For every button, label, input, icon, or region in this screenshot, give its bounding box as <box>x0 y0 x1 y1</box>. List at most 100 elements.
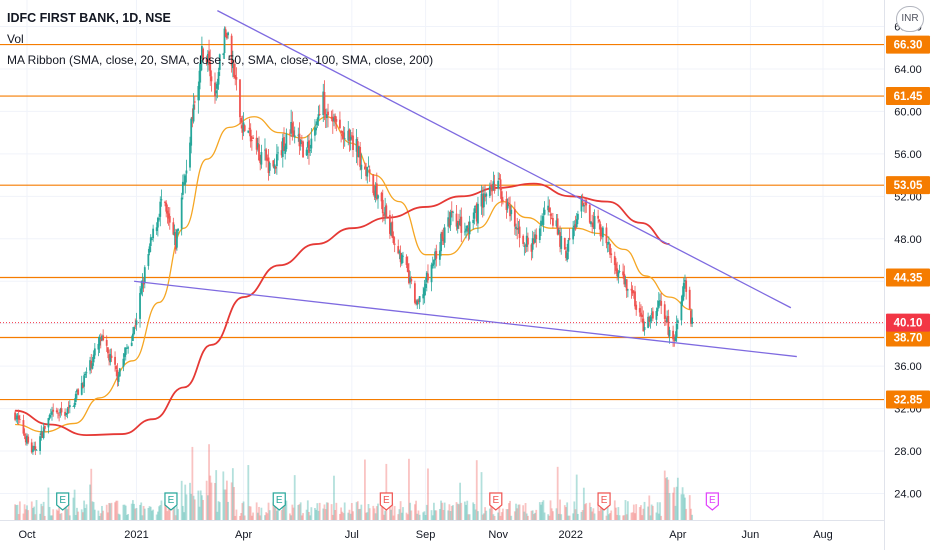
volume-bar <box>477 511 479 520</box>
volume-bar <box>143 508 146 520</box>
candle-body <box>433 259 435 265</box>
volume-bar <box>582 487 585 520</box>
level-price-label-bg <box>886 35 930 54</box>
candle-body <box>535 234 538 240</box>
price-labels: 66.30 61.45 53.05 44.35 38.70 32.85 40.10 <box>886 35 930 409</box>
time-tick-label: Nov <box>488 529 508 541</box>
volume-bar <box>440 500 442 520</box>
volume-bar <box>502 508 504 520</box>
candle-body <box>500 191 503 202</box>
volume-bar <box>416 513 419 520</box>
volume-bar <box>305 509 308 520</box>
level-price-label-text: 32.85 <box>894 395 923 407</box>
candle-body <box>348 129 351 141</box>
volume-bar <box>656 502 659 520</box>
volume-bar <box>527 515 529 520</box>
volume-bar <box>101 505 103 520</box>
candle-body <box>557 229 560 234</box>
candle-body <box>265 149 268 161</box>
candle-body <box>18 419 21 420</box>
volume-bar <box>684 497 686 520</box>
ma-ribbon-indicator-label[interactable]: MA Ribbon (SMA, close, 20, SMA, close, 5… <box>7 53 434 67</box>
currency-button[interactable]: INR <box>896 6 924 32</box>
last-price-label: 40.10 <box>886 313 930 332</box>
candle-body <box>430 264 433 283</box>
candle-body <box>459 219 462 225</box>
candle-body <box>309 149 312 151</box>
symbol-title[interactable]: IDFC FIRST BANK, 1D, NSE <box>7 11 171 25</box>
volume-bar <box>80 509 83 520</box>
candle-body <box>443 227 446 243</box>
candle-body <box>665 320 667 322</box>
earnings-marker-shape <box>56 492 70 511</box>
volume-bar <box>392 515 395 520</box>
candle-body <box>340 131 343 133</box>
volume-bar <box>15 505 18 520</box>
volume-bar <box>283 504 285 520</box>
time-tick-label: Jul <box>345 529 359 541</box>
volume-bar <box>89 484 91 520</box>
candle-body <box>534 234 536 243</box>
volume-bar <box>448 504 451 520</box>
candle-body <box>641 314 644 318</box>
candle-body <box>241 125 244 133</box>
candle-body <box>573 225 576 228</box>
price-tick-label: 48.00 <box>894 234 922 246</box>
candle-body <box>159 201 162 217</box>
candle-body <box>460 216 463 233</box>
candle-body <box>392 235 395 243</box>
volume-bar <box>413 504 416 520</box>
candle-body <box>109 354 112 363</box>
earnings-marker: E <box>272 492 286 511</box>
candle-body <box>259 157 262 164</box>
candle-body <box>331 116 334 122</box>
earnings-marker: E <box>379 492 393 511</box>
volume-bar <box>360 504 363 520</box>
volume-bar <box>180 480 183 520</box>
earnings-marker-label: E <box>276 495 283 506</box>
candle-body <box>549 213 552 216</box>
candle-body <box>435 250 438 259</box>
candle-body <box>324 114 327 116</box>
candle-body <box>422 294 425 299</box>
volume-bar <box>189 482 191 520</box>
candle-body <box>672 330 674 340</box>
candle-body <box>272 160 275 167</box>
volume-bar <box>275 510 278 520</box>
candle-body <box>42 427 45 438</box>
volume-bar <box>102 510 105 520</box>
candle-body <box>300 141 303 143</box>
candle-body <box>468 221 471 235</box>
candle-body <box>580 199 583 212</box>
candle-body <box>192 104 195 122</box>
volume-bar <box>574 509 577 520</box>
candle-body <box>518 226 521 238</box>
volume-indicator-label[interactable]: Vol <box>7 32 24 46</box>
candle-body <box>43 425 46 429</box>
volume-bar <box>317 510 320 520</box>
candle-body <box>640 312 642 317</box>
volume-bar <box>173 506 176 520</box>
time-tick-label: 2021 <box>124 529 148 541</box>
volume-bar <box>285 500 288 520</box>
candle-body <box>449 212 452 226</box>
candle-body <box>89 360 91 371</box>
candle-body <box>393 243 396 245</box>
candle-body <box>402 255 404 257</box>
candle-body <box>655 311 658 320</box>
volume-bar <box>373 508 376 520</box>
volume-bar <box>231 468 234 520</box>
volume-bar <box>290 515 293 520</box>
candle-body <box>48 414 51 419</box>
volume-bar <box>581 510 584 520</box>
candle-body <box>60 408 63 413</box>
candle-body <box>330 116 333 119</box>
candle-body <box>55 410 58 413</box>
candle-body <box>625 279 628 291</box>
candle-body <box>283 137 285 152</box>
volume-bar <box>115 500 118 520</box>
candle-body <box>130 342 133 346</box>
volume-bar <box>641 515 644 520</box>
volume-bar <box>90 468 93 520</box>
